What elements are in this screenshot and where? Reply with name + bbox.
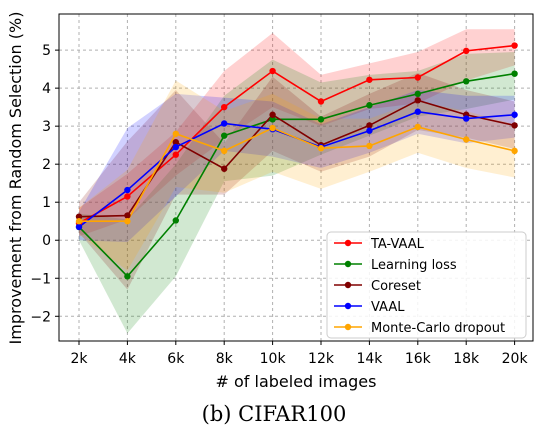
data-point xyxy=(414,123,421,131)
x-tick-label: 2k xyxy=(70,351,88,367)
x-axis-ticks: 2k 4k 6k 8k 10k 12k 14k 16k 18k 20k xyxy=(70,341,528,367)
data-point xyxy=(511,70,518,77)
data-point xyxy=(269,67,276,75)
series-line-0 xyxy=(78,44,515,224)
data-point xyxy=(124,186,131,194)
x-tick-label: 10k xyxy=(260,351,287,367)
data-point xyxy=(414,90,421,98)
data-point xyxy=(414,108,421,115)
confidence-band-2 xyxy=(79,72,515,290)
data-point xyxy=(463,47,470,55)
x-tick-label: 14k xyxy=(356,351,383,367)
data-point xyxy=(172,143,179,151)
confidence-band-4 xyxy=(79,80,515,271)
data-point xyxy=(75,213,83,220)
data-point xyxy=(124,212,131,219)
plot-frame xyxy=(58,13,534,342)
series-line-4 xyxy=(79,126,515,223)
data-point xyxy=(75,223,83,231)
grid-lines xyxy=(59,14,533,341)
series-points xyxy=(75,42,518,280)
data-point xyxy=(463,115,470,122)
y-tick-label: −1 xyxy=(30,271,51,287)
x-tick-label: 12k xyxy=(308,351,335,367)
legend-label: Monte-Carlo dropout xyxy=(371,321,505,336)
y-tick-label: 1 xyxy=(42,195,51,211)
data-point xyxy=(221,165,228,172)
data-point xyxy=(75,218,83,225)
data-point xyxy=(511,111,518,118)
y-tick-label: 0 xyxy=(42,233,51,249)
data-point xyxy=(317,98,325,105)
data-point xyxy=(172,151,179,158)
data-point xyxy=(511,42,518,49)
data-point xyxy=(124,273,131,280)
data-point xyxy=(366,76,373,83)
x-tick-label: 16k xyxy=(405,351,432,367)
data-point xyxy=(172,217,179,224)
data-point xyxy=(366,102,373,109)
data-point xyxy=(221,103,228,111)
x-tick-label: 18k xyxy=(453,351,480,367)
y-tick-label: 5 xyxy=(42,43,51,59)
legend: TA-VAAL Learning loss Coreset VAAL Monte-Car… xyxy=(326,231,527,339)
data-point xyxy=(221,132,228,139)
x-tick-label: 6k xyxy=(167,351,185,367)
data-point xyxy=(511,147,518,155)
data-point xyxy=(124,193,131,200)
x-tick-label: 4k xyxy=(119,351,137,367)
data-point xyxy=(269,111,276,118)
data-point xyxy=(414,97,421,104)
legend-swatch-marker xyxy=(344,239,352,247)
legend-label: Learning loss xyxy=(371,258,457,273)
series-line-1 xyxy=(78,72,515,278)
data-point xyxy=(366,127,373,134)
data-point xyxy=(269,124,276,132)
x-axis-label: # of labeled images xyxy=(216,372,377,391)
y-tick-label: 3 xyxy=(42,119,51,135)
legend-swatch-marker xyxy=(344,323,352,331)
figure-caption: (b) CIFAR100 xyxy=(202,402,347,426)
data-point xyxy=(463,136,470,143)
data-point xyxy=(366,142,373,150)
legend-box xyxy=(326,231,527,339)
series-lines xyxy=(78,44,515,278)
y-axis-label: Improvement from Random Selection (%) xyxy=(6,12,25,345)
data-point xyxy=(317,145,325,152)
legend-swatch-marker xyxy=(344,281,352,289)
legend-swatch-marker xyxy=(344,260,352,268)
x-tick-label: 8k xyxy=(216,351,234,367)
data-point xyxy=(366,122,373,129)
legend-label: VAAL xyxy=(371,300,405,315)
data-point xyxy=(221,120,228,127)
legend-label: Coreset xyxy=(371,279,421,294)
data-point xyxy=(317,116,325,123)
data-point xyxy=(221,147,228,155)
x-tick-label: 20k xyxy=(502,351,529,367)
data-point xyxy=(511,122,518,129)
data-point xyxy=(172,138,179,146)
confidence-band-0 xyxy=(79,29,515,237)
data-point xyxy=(124,218,131,225)
data-point xyxy=(414,74,421,81)
data-point xyxy=(269,116,276,123)
legend-label: TA-VAAL xyxy=(370,237,425,252)
y-axis-ticks: −2 −1 0 1 2 3 4 5 xyxy=(30,43,59,325)
legend-swatch-marker xyxy=(344,302,352,310)
data-point xyxy=(463,78,470,85)
y-tick-label: −2 xyxy=(30,309,51,325)
y-tick-label: 2 xyxy=(42,157,51,173)
y-tick-label: 4 xyxy=(42,81,51,97)
data-point xyxy=(172,130,179,137)
confidence-band-3 xyxy=(79,90,515,243)
